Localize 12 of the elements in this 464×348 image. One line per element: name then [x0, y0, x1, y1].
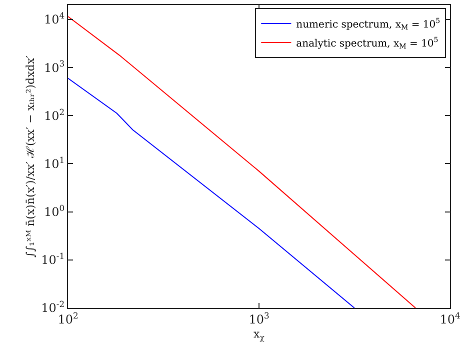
- y-tick-label: 10$^{3}$: [44, 58, 65, 75]
- y-axis-title: ∫∫₁ˣᴹ n̄(x)n̄(x′)/xx′ ℋ(xx′ − xₜₕᵣ²)dxdx′: [24, 54, 37, 258]
- x-tick-label: 10$^{4}$: [440, 310, 460, 326]
- x-axis-title: x$_{χ}$: [254, 328, 265, 342]
- y-tick-label: 10$^{-1}$: [41, 251, 65, 268]
- y-tick-label: 10$^{4}$: [44, 10, 65, 27]
- y-tick-label: 10$^{1}$: [44, 154, 65, 171]
- y-tick-label: 10$^{0}$: [44, 202, 65, 220]
- legend-label: analytic spectrum, x$_{M}$ = 10$^{5}$: [296, 36, 438, 51]
- legend-label: numeric spectrum, x$_{M}$ = 10$^{5}$: [296, 17, 440, 32]
- x-tick-label: 10$^{3}$: [248, 310, 270, 326]
- y-tick-label: 10$^{2}$: [44, 106, 65, 123]
